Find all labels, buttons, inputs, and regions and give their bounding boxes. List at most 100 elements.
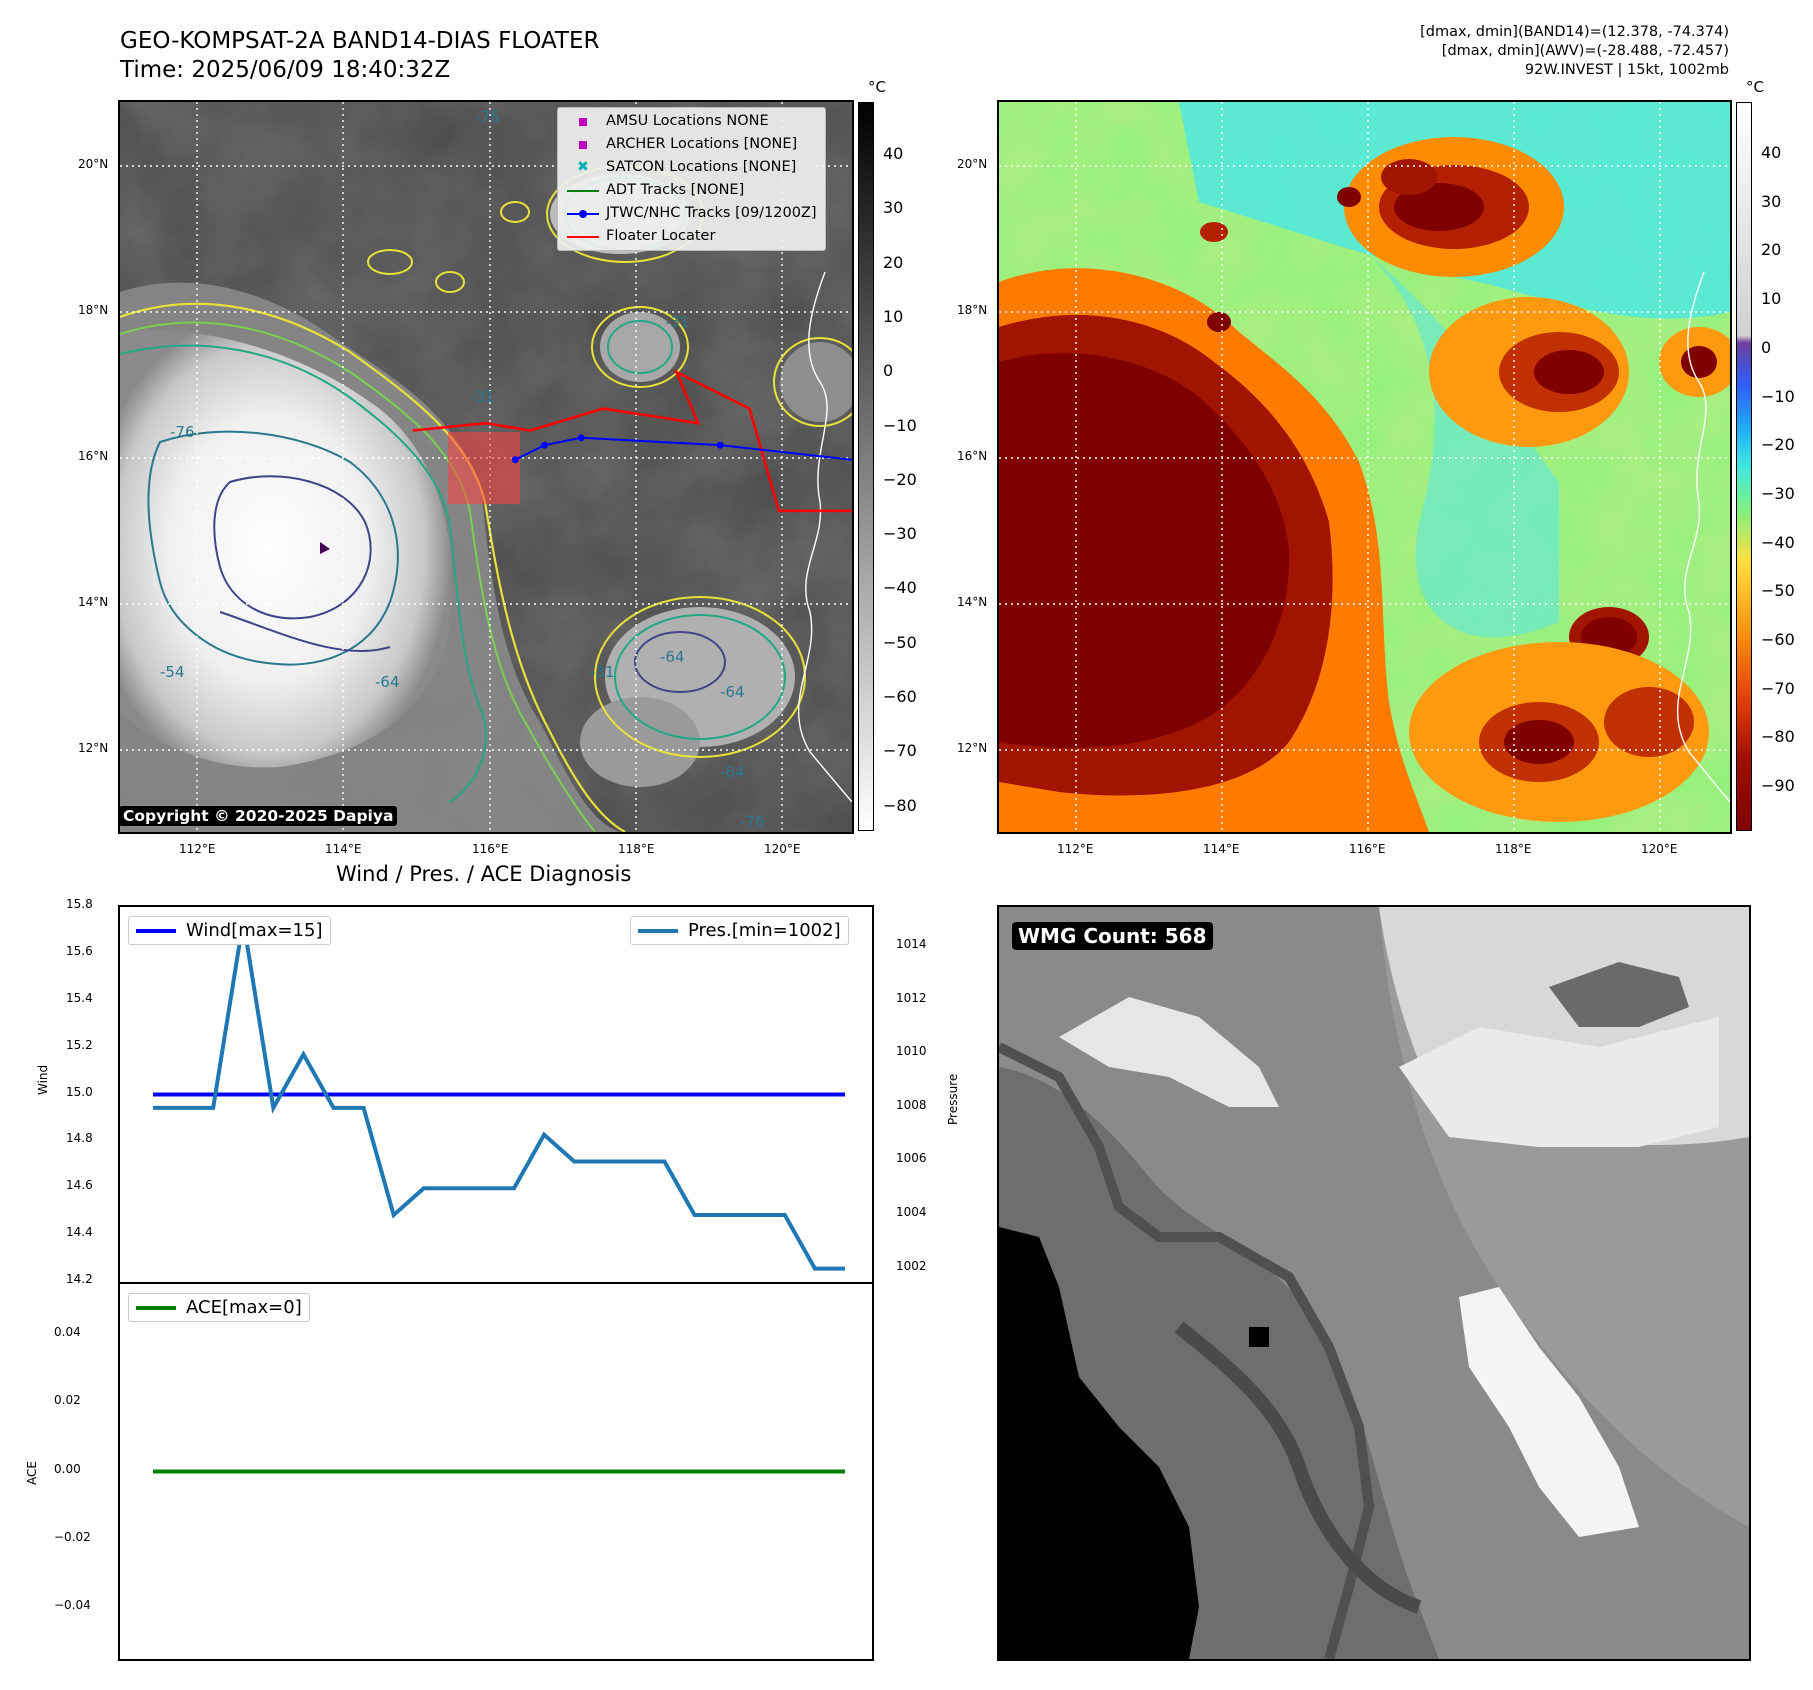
ir-colorbar-tick: −20 [883, 469, 917, 489]
figure-time: Time: 2025/06/09 18:40:32Z [120, 57, 451, 83]
contour-label: -31 [665, 313, 690, 331]
awv-colorbar-tick: 0 [1761, 337, 1772, 357]
ace-legend: ACE[max=0] [128, 1293, 310, 1322]
awv-colorbar-tick: −90 [1761, 776, 1795, 796]
legend-symbol-icon [566, 235, 600, 238]
ir-legend-item: JTWC/NHC Tracks [09/1200Z] [566, 202, 817, 225]
lon-tick-label: 118°E [618, 842, 655, 856]
wind-tick-label: 15.4 [66, 990, 93, 1005]
awv-gridlines [999, 102, 1730, 832]
jtwc-track-point [577, 434, 585, 442]
ir-legend-label: Floater Locater [606, 228, 716, 244]
ace-tick-label: −0.02 [54, 1529, 91, 1544]
awv-colorbar-tick: −20 [1761, 435, 1795, 455]
legend-symbol-icon: ✖ [577, 159, 589, 175]
awv-colorbar-tick: −30 [1761, 483, 1795, 503]
ace-axis-label: ACE [25, 1461, 39, 1485]
ir-legend-item: ARCHER Locations [NONE] [566, 133, 817, 156]
jtwc-track-point [541, 441, 549, 449]
lat-tick-label: 12°N [78, 741, 109, 755]
ir-colorbar-tick: −70 [883, 741, 917, 761]
lon-tick-label: 120°E [1641, 842, 1678, 856]
wind-legend: Wind[max=15] [128, 916, 331, 945]
contour-label: -76 [170, 423, 195, 441]
ir-legend-label: JTWC/NHC Tracks [09/1200Z] [606, 205, 817, 221]
wind-pressure-plot [153, 920, 845, 1271]
legend-symbol-icon [566, 140, 600, 149]
diag-title: Wind / Pres. / ACE Diagnosis [336, 862, 632, 886]
ir-legend: AMSU Locations NONE ARCHER Locations [NON… [557, 107, 826, 251]
awv-colorbar-tick: −80 [1761, 727, 1795, 747]
wind-tick-label: 14.4 [66, 1225, 93, 1240]
contour-label: -31 [470, 388, 495, 406]
awv-colorbar [1736, 102, 1752, 831]
lat-tick-label: 16°N [957, 449, 988, 463]
ir-legend-label: ARCHER Locations [NONE] [606, 136, 798, 152]
awv-colorbar-tick: 20 [1761, 240, 1782, 260]
ir-legend-item: AMSU Locations NONE [566, 110, 817, 133]
ir-map-canvas: -76 -76 -31 -64 -54 -31 -31 -64 -76 -64 -64 [120, 102, 852, 832]
wind-tick-label: 15.6 [66, 943, 93, 958]
ir-legend-item: ADT Tracks [NONE] [566, 179, 817, 202]
ir-colorbar-tick: 40 [883, 144, 904, 163]
ace-tick-label: 0.00 [54, 1461, 81, 1476]
awv-map-panel [997, 100, 1732, 834]
awv-colorbar-tick: −10 [1761, 386, 1795, 406]
pressure-tick-label: 1008 [896, 1097, 927, 1112]
awv-colorbar-tick: −70 [1761, 678, 1795, 698]
contour-label: -31 [590, 663, 615, 681]
floater-box [448, 432, 520, 504]
ir-legend-item: Floater Locater [566, 225, 817, 248]
floater-track-line [412, 369, 852, 513]
lon-tick-label: 116°E [472, 842, 509, 856]
jtwc-track-point [716, 441, 724, 449]
pressure-tick-label: 1004 [896, 1205, 927, 1220]
awv-map-canvas [999, 102, 1730, 832]
ir-legend-label: AMSU Locations NONE [606, 113, 769, 129]
ir-colorbar-tick: −30 [883, 524, 917, 544]
lat-tick-label: 14°N [957, 595, 988, 609]
copyright-badge: Copyright © 2020-2025 Dapiya [119, 806, 398, 826]
awv-colorbar-tick: 10 [1761, 289, 1782, 309]
contour-label: -76 [475, 108, 500, 126]
lon-tick-label: 114°E [325, 842, 362, 856]
info-band14-range: [dmax, dmin](BAND14)=(12.378, -74.374) [1420, 24, 1729, 40]
lon-tick-label: 112°E [1057, 842, 1094, 856]
lat-tick-label: 14°N [78, 595, 109, 609]
ir-legend-label: ADT Tracks [NONE] [606, 182, 745, 198]
awv-colorbar-unit: °C [1746, 78, 1764, 96]
jtwc-track-point [511, 456, 519, 464]
ir-colorbar [858, 102, 874, 831]
ir-colorbar-tick: −10 [883, 415, 917, 435]
ir-legend-label: SATCON Locations [NONE] [606, 159, 797, 175]
ir-colorbar-tick: 20 [883, 252, 904, 272]
ir-colorbar-unit: °C [868, 78, 886, 96]
wind-tick-label: 15.2 [66, 1037, 93, 1052]
pressure-legend-swatch [638, 928, 678, 933]
pressure-legend: Pres.[min=1002] [630, 916, 849, 945]
lat-tick-label: 18°N [957, 303, 988, 317]
pressure-line [153, 920, 845, 1271]
wind-tick-label: 15.0 [66, 1084, 93, 1099]
pressure-tick-label: 1014 [896, 937, 927, 952]
wind-axis-label: Wind [36, 1064, 50, 1095]
awv-colorbar-tick: −60 [1761, 630, 1795, 649]
wind-legend-label: Wind[max=15] [186, 920, 323, 941]
lat-tick-label: 20°N [78, 157, 109, 171]
pressure-tick-label: 1002 [896, 1258, 927, 1273]
ace-legend-label: ACE[max=0] [186, 1297, 302, 1318]
ir-legend-item: ✖ SATCON Locations [NONE] [566, 156, 817, 179]
wind-tick-label: 14.2 [66, 1272, 93, 1286]
wmg-canvas [999, 907, 1749, 1659]
lat-tick-label: 18°N [78, 303, 109, 317]
ir-map-panel: -76 -76 -31 -64 -54 -31 -31 -64 -76 -64 -64 [118, 100, 854, 834]
wmg-panel [997, 905, 1751, 1661]
pressure-legend-label: Pres.[min=1002] [688, 920, 841, 941]
lat-tick-label: 16°N [78, 449, 109, 463]
contour-label: -76 [740, 813, 765, 831]
contour-label: -64 [375, 673, 400, 691]
figure-title: GEO-KOMPSAT-2A BAND14-DIAS FLOATER [120, 28, 600, 54]
ace-tick-label: 0.04 [54, 1325, 81, 1340]
legend-symbol-icon [566, 189, 600, 192]
lat-tick-label: 20°N [957, 157, 988, 171]
